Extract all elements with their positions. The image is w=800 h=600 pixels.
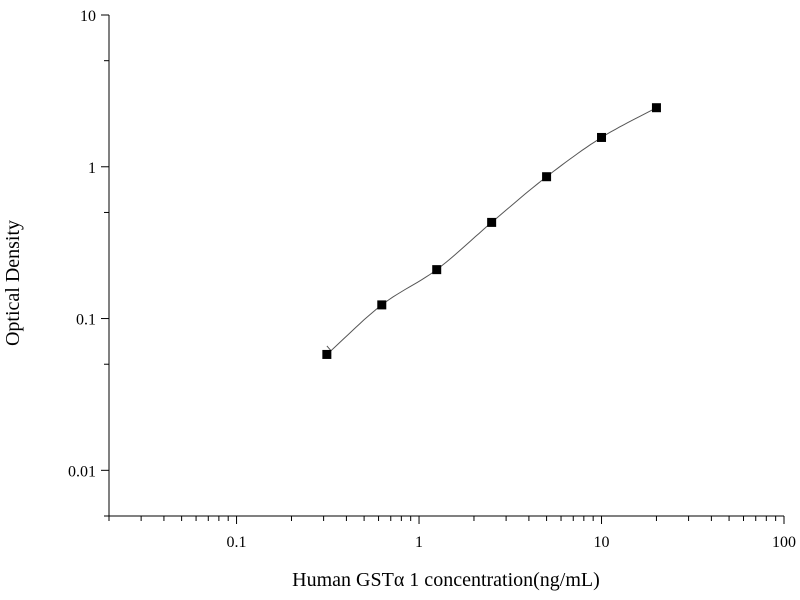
x-tick-label: 100 <box>772 534 796 551</box>
data-point <box>542 172 552 182</box>
data-markers <box>322 103 661 359</box>
x-tick-label: 0.1 <box>227 534 247 551</box>
fit-curve <box>326 107 657 352</box>
axes <box>108 15 784 517</box>
y-tick-label: 10 <box>80 8 96 25</box>
y-tick-label: 0.1 <box>76 312 96 329</box>
data-point <box>322 349 332 359</box>
y-tick-label: 1 <box>88 160 96 177</box>
x-ticks <box>108 516 785 524</box>
x-tick-labels: 0.1 1 10 100 <box>227 534 796 551</box>
y-ticks <box>101 14 109 517</box>
data-point <box>597 132 607 142</box>
data-point <box>651 103 661 113</box>
x-tick-label: 10 <box>594 534 610 551</box>
y-tick-labels: 0.01 0.1 1 10 <box>68 8 96 480</box>
data-point <box>377 300 387 310</box>
data-point <box>487 217 497 227</box>
data-point <box>432 265 442 275</box>
y-tick-label: 0.01 <box>68 463 96 480</box>
x-tick-label: 1 <box>415 534 423 551</box>
x-axis-title: Human GSTα 1 concentration(ng/mL) <box>292 569 600 591</box>
y-axis-title: Optical Density <box>2 220 24 346</box>
